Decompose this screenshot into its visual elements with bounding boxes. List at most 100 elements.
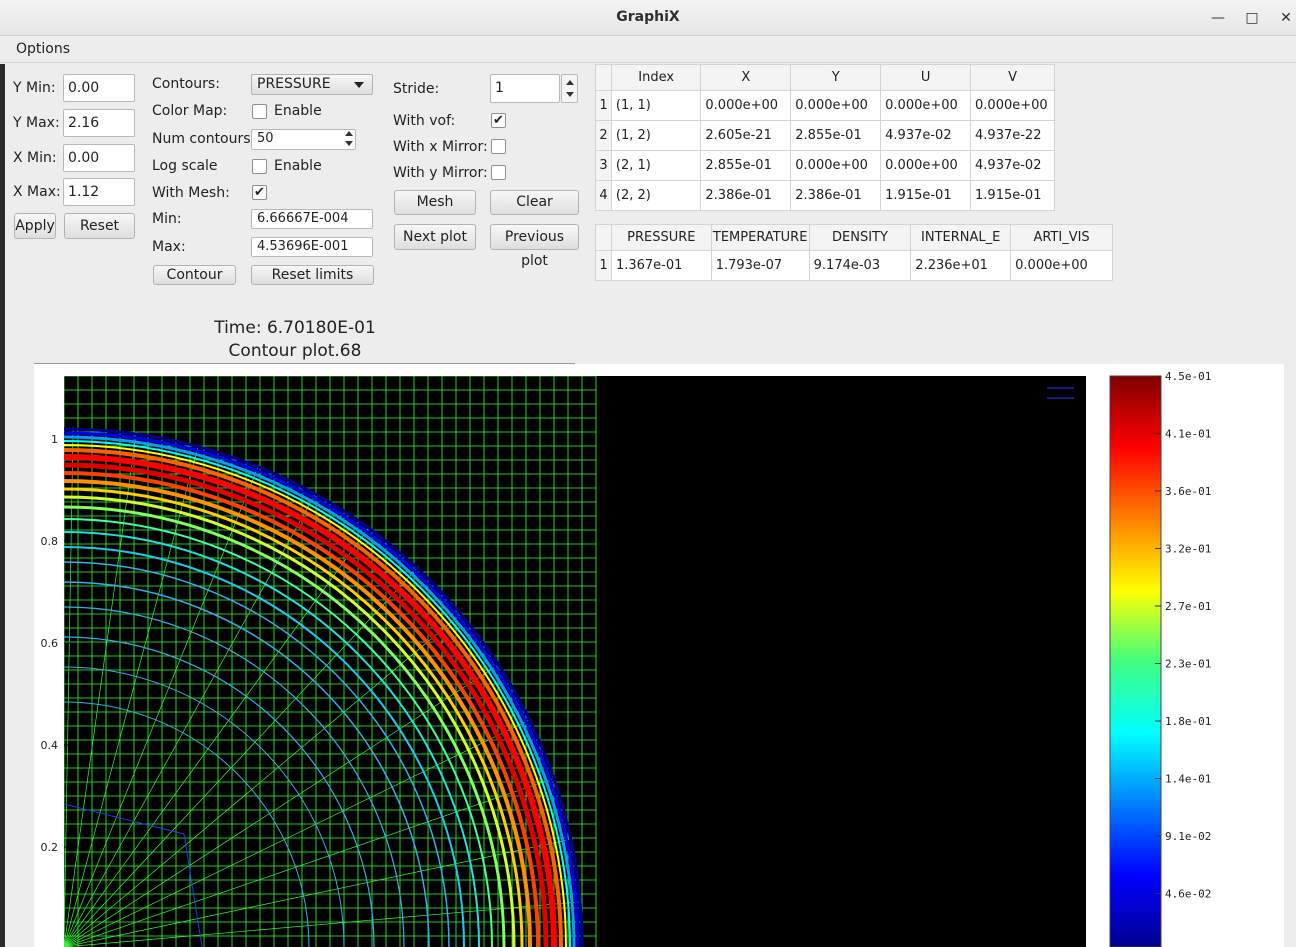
table-cell[interactable]: 0.000e+00 bbox=[790, 90, 882, 121]
table-cell[interactable]: 2.236e+01 bbox=[910, 250, 1012, 281]
stride-spinner[interactable] bbox=[561, 74, 578, 103]
node-values-table[interactable]: Index X Y U V 1 (1, 1) 0.000e+00 0.000e+… bbox=[595, 64, 1055, 211]
chevron-down-icon bbox=[354, 82, 364, 88]
close-icon[interactable]: ✕ bbox=[1280, 10, 1292, 26]
y-axis-ticks: 1 0.8 0.6 0.4 0.2 bbox=[41, 433, 70, 854]
previous-plot-button[interactable]: Previous plot bbox=[490, 224, 579, 269]
minimize-icon[interactable]: — bbox=[1211, 10, 1225, 26]
table-row[interactable]: 4 (2, 2) 2.386e-01 2.386e-01 1.915e-01 1… bbox=[595, 180, 1055, 211]
ymin-field[interactable]: 0.00 bbox=[63, 74, 135, 102]
max-field[interactable]: 4.53696E-001 bbox=[251, 237, 373, 257]
spin-down-icon[interactable] bbox=[345, 141, 353, 146]
table-cell[interactable]: 1.367e-01 bbox=[610, 250, 712, 281]
contour-plot-svg[interactable]: 1 0.8 0.6 0.4 0.2 4.5e-01 4.1e-01 3.6e-01 3.2e-… bbox=[34, 364, 1284, 947]
contour-line bbox=[64, 431, 580, 947]
table-cell[interactable]: 2.386e-01 bbox=[700, 180, 792, 211]
column-header[interactable]: TEMPERATURE bbox=[710, 224, 810, 251]
spin-up-icon[interactable] bbox=[345, 131, 353, 136]
stride-field[interactable]: 1 bbox=[490, 74, 560, 103]
colorbar-tick-label: 1.4e-01 bbox=[1165, 773, 1211, 786]
table-cell[interactable]: 2.855e-01 bbox=[700, 150, 792, 181]
max-label: Max: bbox=[152, 239, 186, 255]
reset-button[interactable]: Reset bbox=[64, 213, 135, 239]
contour-line bbox=[64, 581, 430, 947]
colorbar-tick-label: 3.6e-01 bbox=[1165, 485, 1211, 498]
with-x-mirror-checkbox[interactable] bbox=[491, 139, 506, 154]
column-header[interactable]: PRESSURE bbox=[610, 224, 712, 251]
table-row[interactable]: 3 (2, 1) 2.855e-01 0.000e+00 0.000e+00 4… bbox=[595, 150, 1055, 181]
table-cell[interactable]: 0.000e+00 bbox=[880, 90, 972, 121]
background-window-edge bbox=[0, 64, 5, 947]
column-header[interactable]: INTERNAL_E bbox=[910, 224, 1012, 251]
mesh-button[interactable]: Mesh bbox=[394, 190, 476, 215]
column-header[interactable]: ARTI_VIS bbox=[1010, 224, 1113, 251]
table-cell[interactable]: 0.000e+00 bbox=[1010, 250, 1113, 281]
menu-options[interactable]: Options bbox=[16, 41, 71, 57]
xmax-label: X Max: bbox=[13, 184, 61, 200]
table-cell[interactable]: 0.000e+00 bbox=[700, 90, 792, 121]
maximize-icon[interactable]: □ bbox=[1245, 10, 1259, 26]
table-row[interactable]: 2 (1, 2) 2.605e-21 2.855e-01 4.937e-02 4… bbox=[595, 120, 1055, 151]
column-header[interactable]: Index bbox=[610, 64, 702, 91]
table-cell[interactable]: 0.000e+00 bbox=[970, 90, 1055, 121]
table-header-row: Index X Y U V bbox=[595, 64, 1055, 91]
table-cell[interactable]: 1.915e-01 bbox=[880, 180, 972, 211]
table-row[interactable]: 1 (1, 1) 0.000e+00 0.000e+00 0.000e+00 0… bbox=[595, 90, 1055, 121]
table-cell[interactable]: (1, 1) bbox=[610, 90, 702, 121]
xmax-field[interactable]: 1.12 bbox=[63, 178, 135, 206]
spin-up-icon[interactable] bbox=[566, 80, 574, 85]
table-cell[interactable]: 2.386e-01 bbox=[790, 180, 882, 211]
with-y-mirror-checkbox[interactable] bbox=[491, 165, 506, 180]
next-plot-button[interactable]: Next plot bbox=[394, 224, 476, 250]
table-cell[interactable]: 4.937e-02 bbox=[970, 150, 1055, 181]
row-header: 4 bbox=[595, 180, 612, 211]
with-mesh-checkbox[interactable]: ✔ bbox=[252, 185, 267, 200]
table-cell[interactable]: (2, 1) bbox=[610, 150, 702, 181]
column-header[interactable]: Y bbox=[790, 64, 882, 91]
blue-boundary-line bbox=[64, 803, 185, 835]
table-cell[interactable]: 4.937e-02 bbox=[880, 120, 972, 151]
xmin-label: X Min: bbox=[13, 150, 57, 166]
table-row[interactable]: 1 1.367e-01 1.793e-07 9.174e-03 2.236e+0… bbox=[595, 250, 1113, 281]
apply-button[interactable]: Apply bbox=[14, 213, 56, 239]
contour-line bbox=[64, 479, 532, 947]
table-cell[interactable]: 1.915e-01 bbox=[970, 180, 1055, 211]
contour-plot-area[interactable]: 1 0.8 0.6 0.4 0.2 4.5e-01 4.1e-01 3.6e-01 3.2e-… bbox=[34, 364, 1284, 947]
mesh-line bbox=[64, 718, 532, 947]
colorbar-tick-label: 2.3e-01 bbox=[1165, 658, 1211, 671]
mesh-line bbox=[64, 838, 573, 947]
ymax-field[interactable]: 2.16 bbox=[63, 109, 135, 137]
contours-dropdown[interactable]: PRESSURE bbox=[251, 74, 373, 95]
colorbar-ticks: 4.5e-01 4.1e-01 3.6e-01 3.2e-01 2.7e-01 2.3e-… bbox=[1155, 370, 1211, 901]
column-header[interactable]: X bbox=[700, 64, 792, 91]
clear-button[interactable]: Clear bbox=[490, 190, 579, 215]
table-cell[interactable]: 4.937e-22 bbox=[970, 120, 1055, 151]
column-header[interactable]: DENSITY bbox=[808, 224, 912, 251]
contour-button[interactable]: Contour bbox=[153, 265, 236, 285]
with-vof-checkbox[interactable]: ✔ bbox=[491, 113, 506, 128]
table-cell[interactable]: 1.793e-07 bbox=[710, 250, 810, 281]
reset-limits-button[interactable]: Reset limits bbox=[251, 265, 374, 285]
table-cell[interactable]: (1, 2) bbox=[610, 120, 702, 151]
table-cell[interactable]: 2.855e-01 bbox=[790, 120, 882, 151]
num-contours-field[interactable]: 50 bbox=[251, 129, 356, 150]
column-header[interactable]: U bbox=[880, 64, 972, 91]
log-scale-enable-label: Enable bbox=[274, 158, 322, 174]
colormap-checkbox[interactable] bbox=[252, 104, 267, 119]
contour-line bbox=[64, 495, 516, 947]
table-cell[interactable]: 0.000e+00 bbox=[880, 150, 972, 181]
contour-line bbox=[64, 435, 576, 947]
table-cell[interactable]: 2.605e-21 bbox=[700, 120, 792, 151]
spin-down-icon[interactable] bbox=[566, 92, 574, 97]
table-cell[interactable]: (2, 2) bbox=[610, 180, 702, 211]
contour-line bbox=[64, 444, 567, 947]
xmin-field[interactable]: 0.00 bbox=[63, 144, 135, 172]
column-header[interactable]: V bbox=[970, 64, 1055, 91]
min-field[interactable]: 6.66667E-004 bbox=[251, 209, 373, 229]
num-contours-label: Num contours bbox=[152, 131, 251, 147]
cell-values-table[interactable]: PRESSURE TEMPERATURE DENSITY INTERNAL_E … bbox=[595, 224, 1113, 281]
colormap-enable-label: Enable bbox=[274, 103, 322, 119]
table-cell[interactable]: 9.174e-03 bbox=[808, 250, 912, 281]
log-scale-checkbox[interactable] bbox=[252, 159, 267, 174]
table-cell[interactable]: 0.000e+00 bbox=[790, 150, 882, 181]
